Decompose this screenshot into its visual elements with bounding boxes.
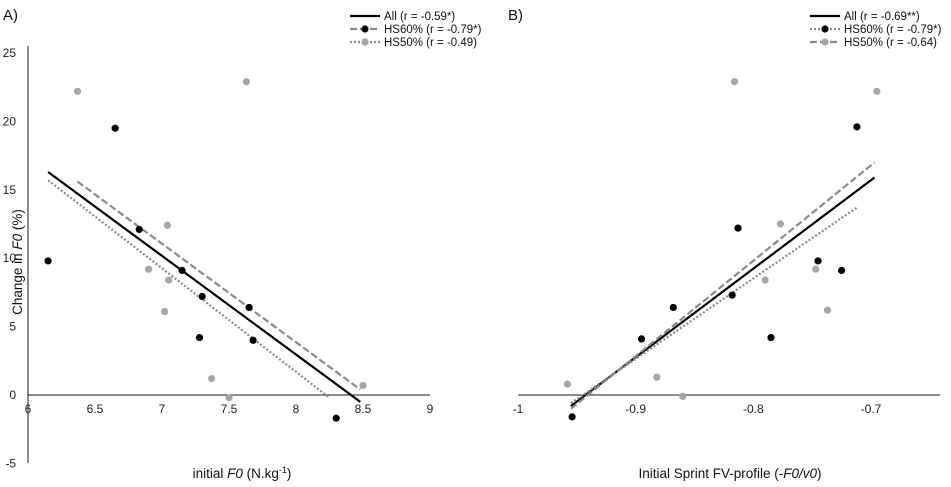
panel-a-y-tick-label: 20 [3, 114, 17, 128]
panel-b-point-hs60-5 [767, 333, 775, 342]
svg-text:HS60% (r = -0.79*): HS60% (r = -0.79*) [844, 24, 942, 36]
panel-a-y-tick-label: 0 [9, 388, 16, 402]
panel-b-trendline-all [570, 176, 876, 407]
panel-a-points [44, 78, 367, 422]
panel-b-point-hs50-4 [776, 220, 784, 228]
panel-b-point-hs50-3 [730, 78, 739, 86]
panel-a-point-hs50-3 [163, 221, 171, 229]
panel-b-legend: All (r = -0.69**) HS60% (r = -0.79*) HS5… [810, 11, 942, 49]
panel-a-y-tick-label: 25 [3, 46, 17, 60]
panel-a-x-tick-label: 9 [427, 402, 434, 416]
panel-a-point-hs50-4 [165, 276, 173, 284]
panel-b-legend-all: All (r = -0.69**) [810, 11, 920, 23]
panel-b-trendlines [570, 161, 876, 410]
panel-a-point-hs50-8 [359, 381, 367, 390]
panel-a-point-hs60-5 [198, 292, 206, 301]
panel-b-point-hs60-7 [837, 266, 846, 275]
panel-b-x-ticks: -1 -0.9 -0.8 -0.7 [513, 402, 882, 416]
panel-b-point-hs60-6 [814, 257, 822, 265]
panel-b-legend-hs60: HS60% (r = -0.79*) [810, 24, 942, 36]
panel-a-point-hs60-6 [245, 303, 253, 312]
panel-a-point-hs50-7 [242, 78, 251, 86]
svg-text:HS50% (r = -0.64): HS50% (r = -0.64) [844, 37, 937, 49]
panel-b-point-hs60-2 [669, 303, 677, 312]
panel-b-point-hs50-6 [812, 265, 820, 273]
panel-a-point-hs50-6 [225, 394, 233, 402]
panel-a-trendline-hs50 [47, 179, 331, 399]
panel-a-x-tick-label: 6.5 [87, 402, 104, 416]
panel-a-point-hs60-1 [111, 124, 119, 132]
svg-text:HS50% (r = -0.49): HS50% (r = -0.49) [384, 37, 477, 49]
svg-text:All (r = -0.69**): All (r = -0.69**) [844, 11, 920, 23]
panel-a-point-hs50-5 [207, 374, 216, 383]
panel-a-x-tick-label: 7 [159, 402, 166, 416]
panel-a-point-hs60-4 [195, 333, 204, 342]
panel-a-legend-all: All (r = -0.59*) [350, 11, 455, 23]
panel-a-y-axis-label: Change in F0 (%) [10, 209, 25, 315]
panel-b: B) -1 -0.9 -0.8 -0.7 Initial Sprint FV-prof… [508, 7, 942, 481]
panel-b-points [563, 78, 881, 421]
panel-a-trendline-all [47, 171, 361, 403]
panel-a-legend-hs50: HS50% (r = -0.49) [350, 37, 477, 49]
panel-b-x-tick-label: -0.9 [625, 402, 646, 416]
panel-b-point-hs50-0 [563, 380, 572, 388]
panel-a-point-hs60-2 [135, 225, 143, 234]
svg-text:HS60% (r = -0.79*): HS60% (r = -0.79*) [384, 24, 482, 36]
panel-a-x-ticks: 66.577.588.59 [25, 402, 434, 416]
panel-b-point-hs60-8 [853, 123, 861, 131]
panel-a-x-tick-label: 7.5 [221, 402, 238, 416]
panel-b-point-hs50-7 [823, 306, 832, 314]
panel-b-point-hs50-1 [653, 373, 661, 381]
panel-b-x-tick-label: -0.7 [861, 402, 882, 416]
panel-a-point-hs60-0 [44, 257, 52, 265]
panel-a-y-tick-label: 10 [3, 251, 17, 265]
panel-a-y-tick-label: 5 [9, 320, 16, 334]
panel-b-point-hs60-3 [728, 291, 736, 299]
panel-b-point-hs50-2 [679, 392, 687, 400]
panel-b-point-hs60-1 [637, 335, 646, 343]
panel-b-x-tick-label: -0.8 [743, 402, 764, 416]
panel-a-point-hs60-7 [249, 336, 257, 344]
panel-a-x-axis-label: initial F0 (N.kg-1) [193, 465, 292, 481]
panel-a-legend-hs60: HS60% (r = -0.79*) [350, 24, 482, 36]
panel-a-x-tick-label: 8.5 [355, 402, 372, 416]
panel-a-label: A) [3, 7, 18, 24]
panel-a-point-hs50-0 [73, 87, 82, 95]
panel-b-x-axis-label: Initial Sprint FV-profile (-F0/v0) [638, 466, 821, 481]
panel-b-x-tick-label: -1 [513, 402, 524, 416]
panel-b-point-hs50-5 [761, 276, 769, 284]
panel-a-y-ticks: -5 0 5 10 15 20 25 [3, 46, 17, 470]
panel-a-x-tick-label: 8 [293, 402, 300, 416]
panel-b-point-hs50-8 [873, 87, 881, 95]
panel-a-point-hs50-1 [145, 265, 153, 273]
panel-a-y-tick-label: 15 [3, 183, 17, 197]
panel-b-legend-hs50: HS50% (r = -0.64) [810, 37, 937, 49]
panel-b-point-hs60-4 [734, 224, 742, 232]
panel-a-y-tick-label: -5 [5, 456, 16, 470]
panel-a-point-hs60-3 [178, 266, 186, 275]
svg-text:All (r = -0.59*): All (r = -0.59*) [384, 11, 455, 23]
panel-b-trendline-hs50 [570, 206, 858, 405]
panel-a-point-hs60-8 [332, 414, 340, 422]
panel-a-trendline-hs60 [76, 180, 361, 391]
panel-b-point-hs60-0 [568, 413, 576, 421]
panel-a-point-hs50-2 [161, 307, 169, 316]
panel-b-label: B) [508, 7, 523, 24]
panel-a-trendlines [47, 171, 361, 403]
panel-a-legend: All (r = -0.59*) HS60% (r = -0.79*) HS50… [350, 11, 482, 49]
